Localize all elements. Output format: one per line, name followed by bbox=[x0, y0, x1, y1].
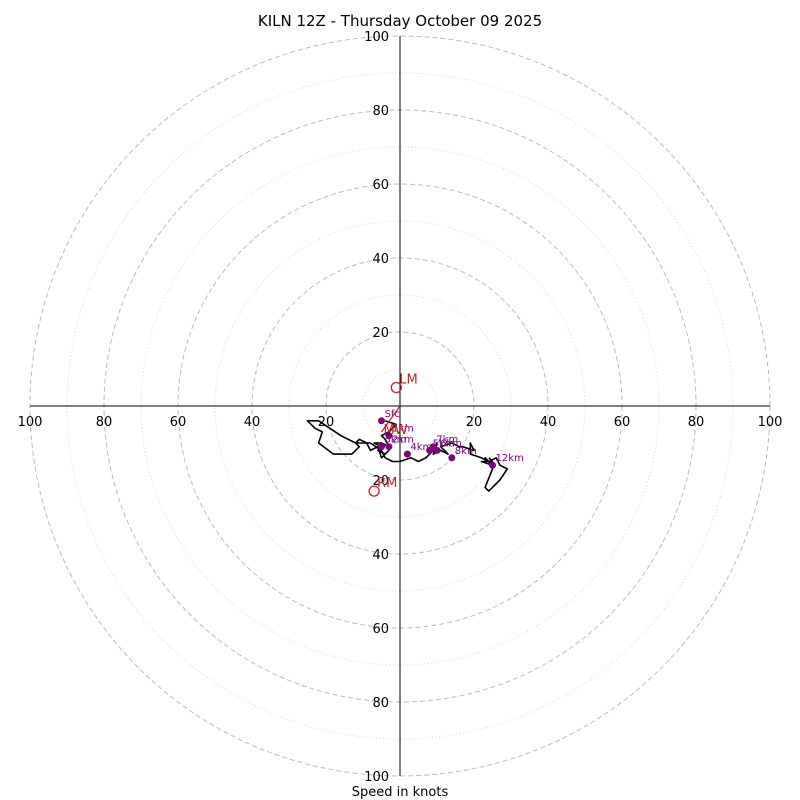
height-label: 8km bbox=[455, 446, 477, 457]
x-tick-label: 40 bbox=[244, 415, 261, 430]
height-label: 6km bbox=[440, 438, 462, 449]
height-label: 1km bbox=[392, 424, 414, 435]
height-label: 5km bbox=[433, 438, 455, 449]
y-tick-label: 20 bbox=[372, 326, 389, 341]
height-point bbox=[385, 432, 393, 440]
storm-motion-circle bbox=[390, 381, 402, 394]
x-tick-label: 20 bbox=[318, 415, 335, 430]
y-tick-label: 100 bbox=[364, 770, 389, 785]
height-point bbox=[448, 454, 456, 462]
height-label: 12km bbox=[496, 453, 524, 464]
y-tick-label: 100 bbox=[364, 30, 389, 45]
storm-motion-label: RM bbox=[377, 476, 397, 491]
height-point bbox=[489, 461, 496, 469]
x-tick-label: 80 bbox=[688, 415, 705, 430]
chart-title: KILN 12Z - Thursday October 09 2025 bbox=[258, 12, 542, 30]
trace-line bbox=[306, 420, 509, 492]
y-tick-label: 20 bbox=[372, 474, 389, 489]
storm-motion-markers: MW LM RM bbox=[368, 373, 418, 497]
storm-motion-circle bbox=[368, 485, 380, 497]
height-label: 4km bbox=[410, 442, 432, 453]
x-tick-label: 100 bbox=[758, 415, 783, 430]
x-tick-label: 80 bbox=[96, 415, 113, 430]
y-tick-label: 60 bbox=[372, 622, 389, 637]
height-label: Sfc bbox=[385, 409, 400, 420]
y-tick-label: 60 bbox=[372, 178, 389, 193]
x-tick-label: 60 bbox=[614, 415, 631, 430]
height-point bbox=[429, 443, 437, 451]
x-axis-label: Speed in knots bbox=[352, 785, 449, 800]
y-tick-label: 80 bbox=[372, 696, 389, 711]
y-tick-label: 80 bbox=[372, 104, 389, 119]
height-point bbox=[378, 417, 385, 425]
x-tick-label: 40 bbox=[540, 415, 557, 430]
x-tick-label: 60 bbox=[170, 415, 187, 430]
y-tick-label: 40 bbox=[372, 548, 389, 563]
tick-labels: 100 80 60 40 20 20 40 60 80 100 100 80 60 40 20 20 40 60 8… bbox=[18, 30, 783, 785]
height-point bbox=[385, 443, 393, 451]
x-tick-label: 100 bbox=[18, 415, 43, 430]
x-tick-label: 20 bbox=[466, 415, 483, 430]
height-point bbox=[378, 443, 385, 451]
mean-wind-label: MW bbox=[384, 423, 408, 438]
height-label: 3km bbox=[385, 435, 407, 446]
height-label: 2km bbox=[392, 435, 414, 446]
y-tick-label: 40 bbox=[372, 252, 389, 267]
storm-motion-label: LM bbox=[399, 373, 417, 388]
height-point bbox=[403, 450, 411, 458]
height-label: 7km bbox=[436, 435, 458, 446]
mean-wind-line bbox=[381, 405, 401, 433]
hodograph-trace bbox=[306, 420, 509, 492]
